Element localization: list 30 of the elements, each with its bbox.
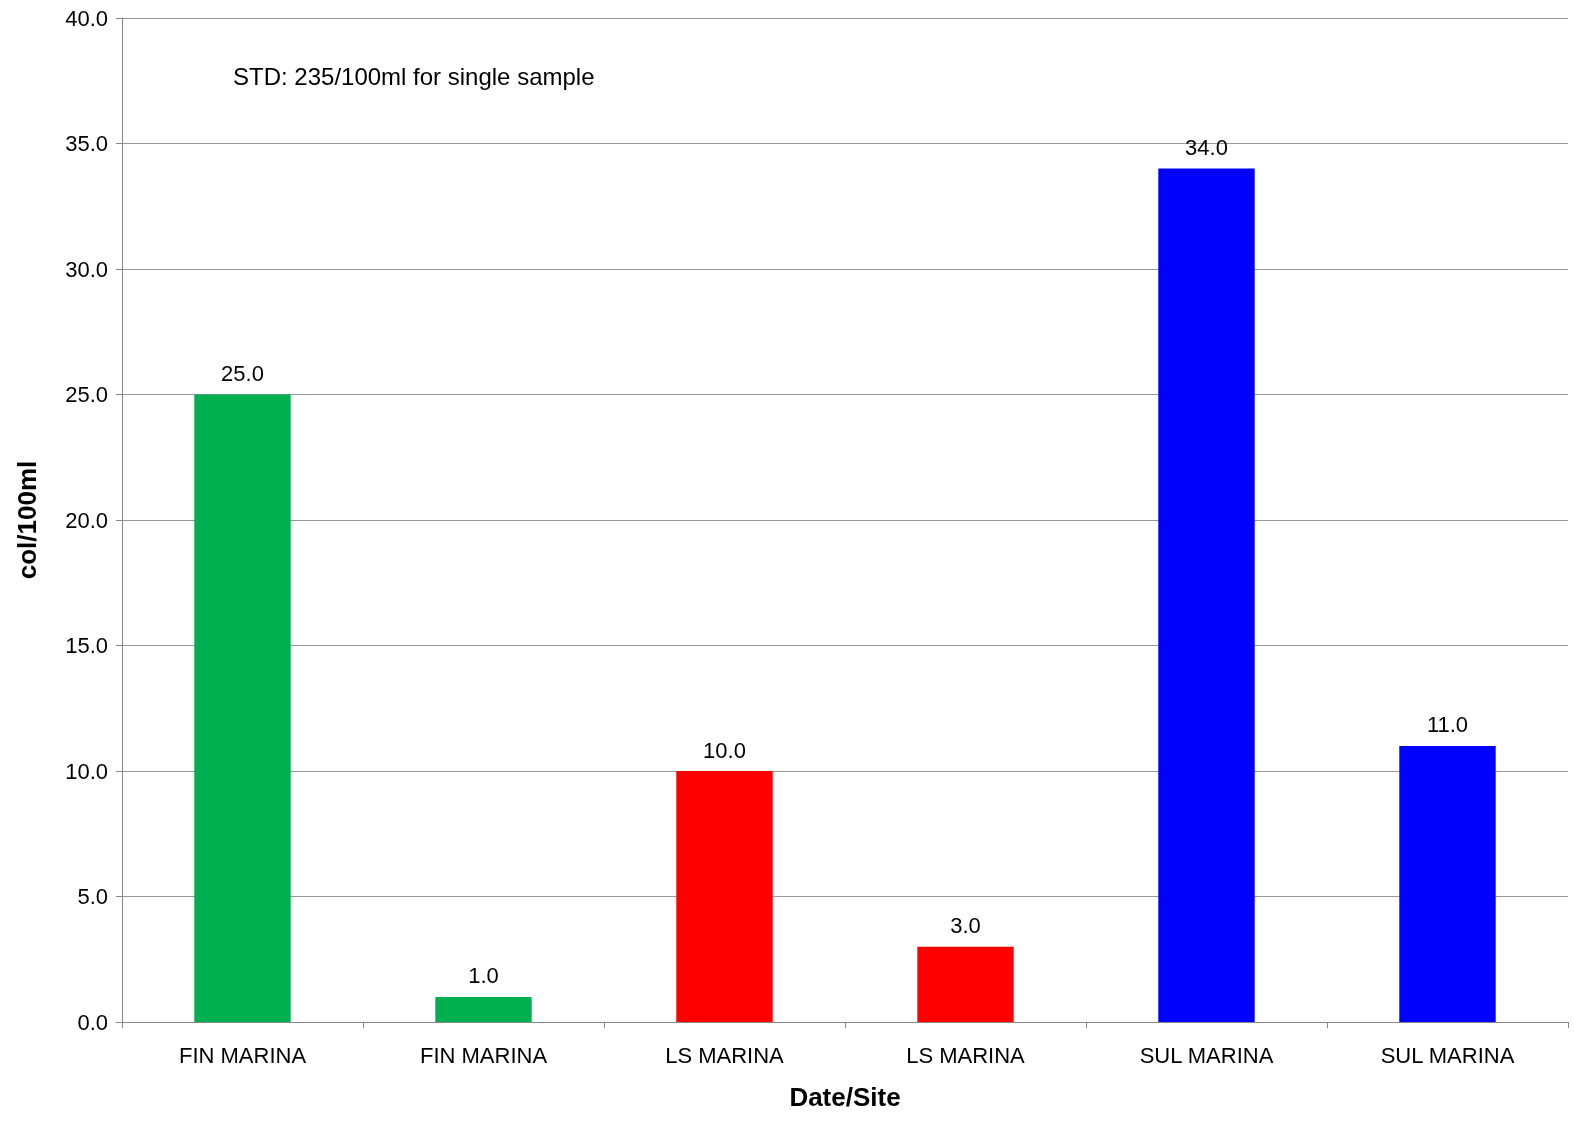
data-label: 3.0: [950, 913, 981, 939]
y-tick-label: 30.0: [65, 256, 108, 282]
bar: [1158, 168, 1255, 1022]
bar: [1399, 745, 1496, 1022]
y-tick-label: 35.0: [65, 131, 108, 156]
bar: [435, 996, 532, 1022]
y-tick-label: 15.0: [65, 633, 108, 658]
y-tick-label: 10.0: [65, 758, 108, 784]
y-tick-label: 25.0: [65, 382, 108, 407]
y-tick-label: 5.0: [77, 884, 108, 909]
bar: [676, 771, 773, 1022]
y-tick-label: 40.0: [65, 5, 108, 31]
bar: [917, 946, 1014, 1022]
data-label: 11.0: [1426, 712, 1469, 738]
data-label: 1.0: [468, 963, 499, 989]
x-tick-label: FIN MARINA: [419, 1042, 548, 1068]
y-axis-title: col/100ml: [12, 460, 42, 580]
y-tick-label: 0.0: [77, 1009, 108, 1035]
y-tick-label: 20.0: [65, 507, 108, 533]
x-tick-label: LS MARINA: [906, 1042, 1026, 1068]
x-tick-label: SUL MARINA: [1380, 1042, 1515, 1068]
bar: [194, 394, 291, 1022]
data-label: 34.0: [1185, 135, 1228, 161]
x-tick-label: SUL MARINA: [1139, 1042, 1274, 1068]
x-tick-label: FIN MARINA: [178, 1042, 307, 1068]
x-tick-label: LS MARINA: [665, 1042, 785, 1068]
x-axis-title: Date/Site: [789, 1082, 901, 1112]
data-label: 10.0: [703, 737, 746, 763]
data-label: 25.0: [221, 361, 264, 386]
annotation: STD: 235/100ml for single sample: [233, 62, 595, 90]
